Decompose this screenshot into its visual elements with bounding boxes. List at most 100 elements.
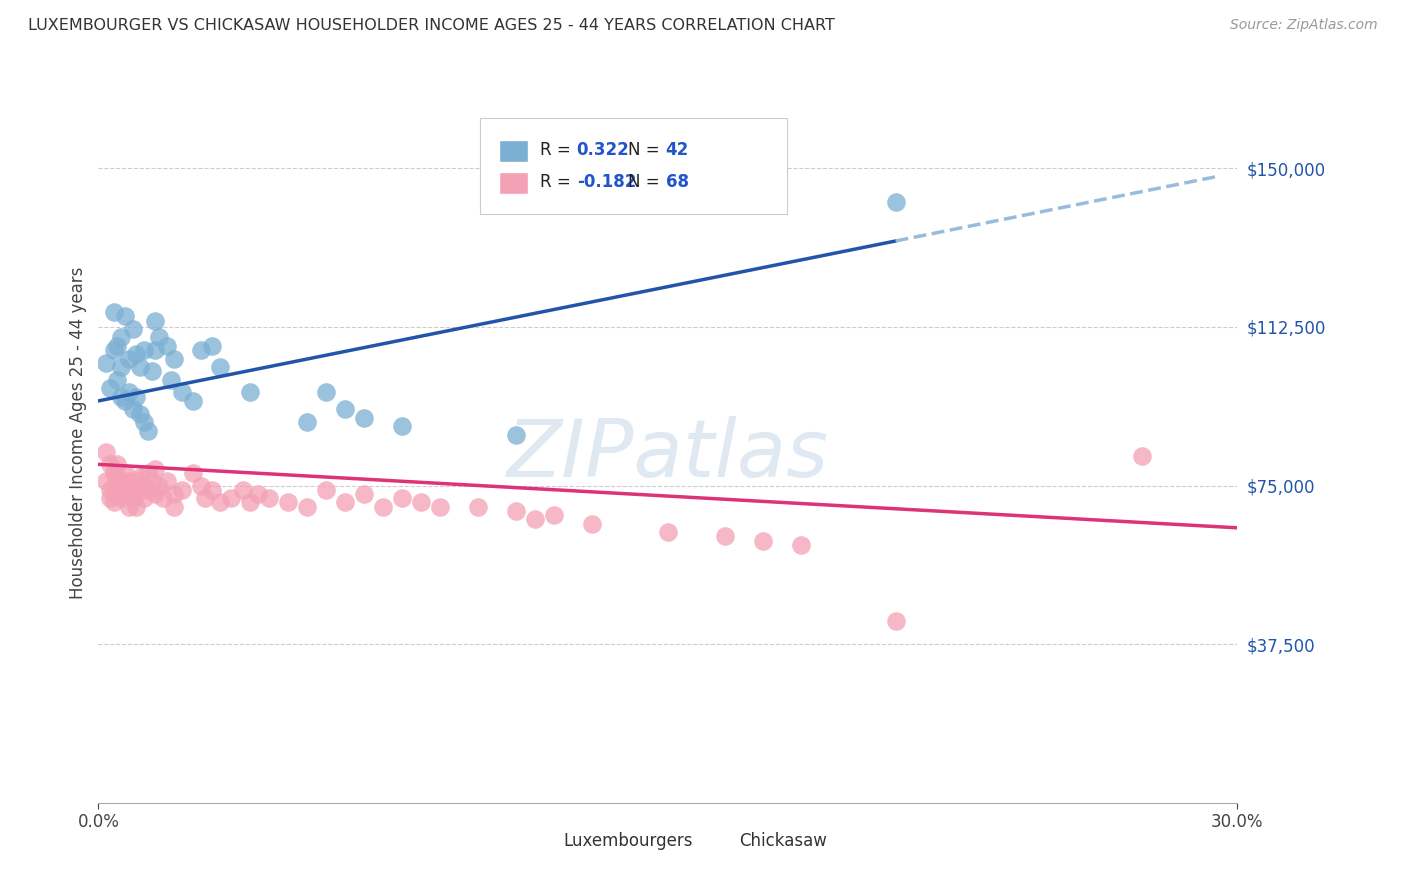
Point — [190, 343, 212, 358]
Point — [125, 347, 148, 361]
Text: Source: ZipAtlas.com: Source: ZipAtlas.com — [1230, 18, 1378, 32]
Point — [714, 529, 737, 543]
Point — [121, 322, 143, 336]
Point — [259, 491, 281, 506]
Text: R =: R = — [540, 141, 576, 159]
Point — [315, 483, 337, 497]
Point — [98, 458, 121, 472]
Point — [183, 393, 205, 408]
Point — [129, 407, 152, 421]
Point — [152, 491, 174, 506]
Point — [581, 516, 603, 531]
Point — [121, 491, 143, 506]
Point — [129, 470, 152, 484]
Point — [145, 343, 167, 358]
Point — [163, 500, 186, 514]
Point — [98, 491, 121, 506]
Point — [118, 500, 141, 514]
Point — [107, 458, 129, 472]
Point — [125, 475, 148, 489]
Point — [103, 466, 125, 480]
Point — [246, 487, 269, 501]
Point — [141, 475, 163, 489]
Point — [201, 483, 224, 497]
Point — [114, 393, 136, 408]
Point — [335, 402, 357, 417]
Point — [145, 461, 167, 475]
Point — [884, 614, 907, 628]
Point — [107, 487, 129, 501]
Point — [884, 195, 907, 210]
FancyBboxPatch shape — [707, 832, 733, 851]
Point — [118, 487, 141, 501]
FancyBboxPatch shape — [531, 832, 557, 851]
Point — [315, 385, 337, 400]
Point — [148, 330, 170, 344]
Point — [505, 504, 527, 518]
Point — [107, 470, 129, 484]
Point — [114, 483, 136, 497]
Point — [110, 491, 132, 506]
Point — [148, 478, 170, 492]
Point — [129, 483, 152, 497]
Point — [114, 466, 136, 480]
Point — [103, 343, 125, 358]
Point — [429, 500, 451, 514]
Point — [467, 500, 489, 514]
Point — [190, 478, 212, 492]
Text: Chickasaw: Chickasaw — [740, 832, 828, 850]
Point — [156, 475, 179, 489]
Point — [114, 310, 136, 324]
Point — [118, 475, 141, 489]
Point — [145, 313, 167, 327]
Point — [657, 524, 679, 539]
Point — [543, 508, 565, 522]
Point — [136, 466, 159, 480]
Point — [141, 364, 163, 378]
Point — [103, 495, 125, 509]
Point — [136, 424, 159, 438]
Point — [297, 415, 319, 429]
Point — [110, 475, 132, 489]
Point — [121, 402, 143, 417]
Point — [129, 359, 152, 374]
Point — [98, 381, 121, 395]
FancyBboxPatch shape — [499, 140, 527, 162]
Point — [132, 478, 155, 492]
Point — [391, 491, 413, 506]
Text: -0.182: -0.182 — [576, 173, 636, 192]
Point — [170, 483, 193, 497]
Point — [118, 385, 141, 400]
Point — [156, 339, 179, 353]
Point — [524, 512, 547, 526]
Point — [277, 495, 299, 509]
Point — [170, 385, 193, 400]
Point — [107, 339, 129, 353]
Point — [110, 390, 132, 404]
Point — [110, 330, 132, 344]
Point — [94, 444, 117, 458]
FancyBboxPatch shape — [499, 172, 527, 194]
Text: 68: 68 — [665, 173, 689, 192]
Text: ZIPatlas: ZIPatlas — [506, 416, 830, 494]
Point — [103, 478, 125, 492]
Point — [232, 483, 254, 497]
Point — [94, 356, 117, 370]
Point — [107, 373, 129, 387]
Point — [297, 500, 319, 514]
Point — [132, 415, 155, 429]
Point — [159, 373, 181, 387]
Point — [411, 495, 433, 509]
Point — [125, 487, 148, 501]
Point — [118, 351, 141, 366]
Text: 42: 42 — [665, 141, 689, 159]
Point — [505, 427, 527, 442]
Point — [353, 410, 375, 425]
Point — [125, 500, 148, 514]
Y-axis label: Householder Income Ages 25 - 44 years: Householder Income Ages 25 - 44 years — [69, 267, 87, 599]
Text: N =: N = — [628, 141, 665, 159]
Point — [221, 491, 243, 506]
Point — [98, 483, 121, 497]
Point — [239, 385, 262, 400]
Point — [132, 343, 155, 358]
